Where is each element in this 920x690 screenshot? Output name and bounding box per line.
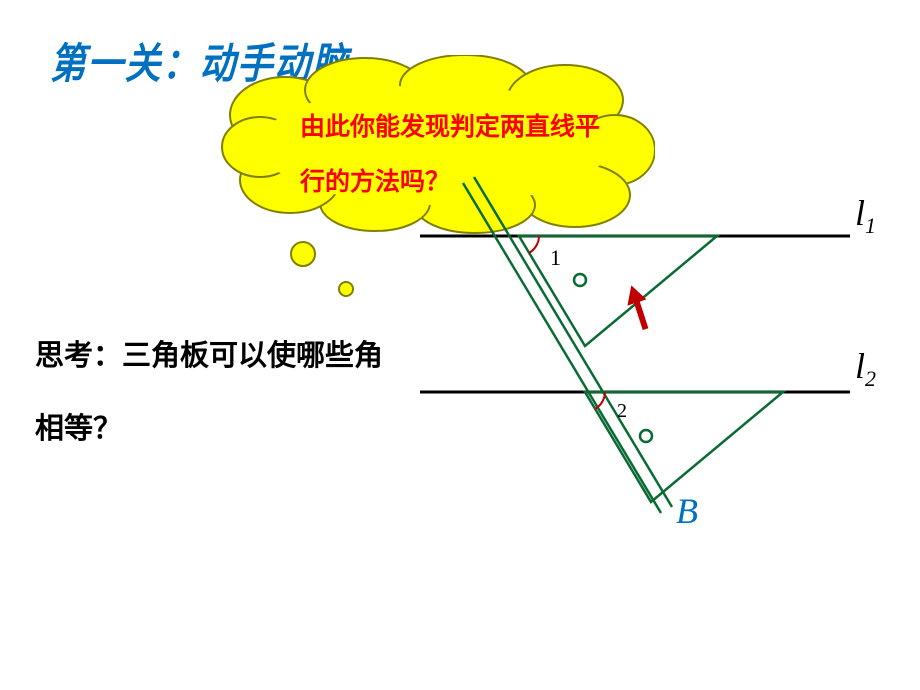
label-B: B [676,490,698,532]
label-angle-2: 2 [617,400,627,423]
label-angle-1: 1 [550,245,561,271]
label-l2: l2 [855,345,876,392]
cloud-text: 由此你能发现判定两直线平行的方法吗？ [300,100,610,210]
label-l1: l1 [855,192,876,239]
